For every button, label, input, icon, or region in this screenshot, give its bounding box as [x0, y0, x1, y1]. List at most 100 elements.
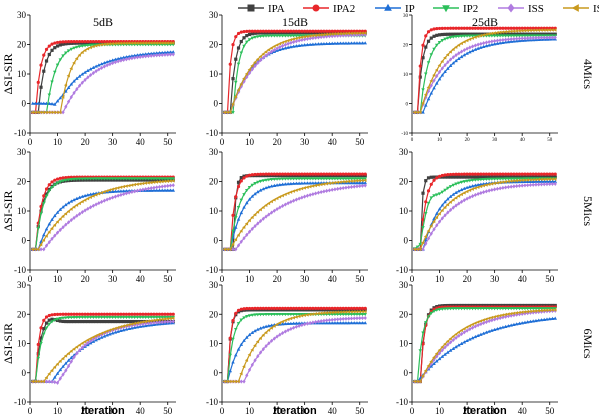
- data-point: [152, 180, 156, 185]
- data-point: [479, 175, 483, 179]
- data-point: [75, 39, 79, 44]
- data-point: [534, 182, 538, 187]
- data-point: [305, 42, 310, 47]
- series-ipa2: [413, 172, 557, 251]
- data-point: [261, 347, 265, 352]
- data-point: [53, 318, 57, 322]
- data-point: [520, 183, 524, 188]
- data-point: [300, 172, 304, 176]
- data-point: [283, 202, 287, 207]
- data-point: [55, 317, 60, 321]
- data-point: [283, 177, 288, 181]
- data-point: [39, 247, 43, 252]
- series-line: [414, 304, 556, 383]
- legend-marker: [442, 5, 450, 13]
- data-point: [99, 190, 103, 195]
- data-point: [278, 47, 282, 51]
- data-point: [121, 55, 126, 59]
- data-point: [517, 36, 522, 41]
- data-point: [437, 26, 442, 31]
- series-line: [414, 176, 556, 250]
- data-point: [75, 351, 79, 356]
- data-point: [457, 307, 461, 311]
- data-point: [294, 197, 298, 202]
- data-point: [168, 183, 173, 188]
- data-point: [547, 308, 552, 312]
- data-point: [473, 324, 477, 329]
- data-point: [157, 180, 161, 184]
- data-point: [108, 332, 112, 336]
- data-point: [258, 29, 263, 33]
- data-point: [141, 177, 145, 181]
- data-point: [58, 367, 63, 372]
- data-point: [462, 180, 467, 184]
- data-point: [247, 67, 251, 72]
- data-point: [289, 177, 293, 181]
- legend-marker: [384, 3, 392, 11]
- data-point: [163, 312, 167, 316]
- data-point: [258, 188, 263, 192]
- data-point: [349, 184, 354, 190]
- data-point: [30, 101, 35, 105]
- data-point: [446, 350, 450, 354]
- data-point: [484, 307, 489, 311]
- data-point: [258, 179, 263, 184]
- data-point: [349, 306, 354, 310]
- data-point: [163, 177, 167, 181]
- data-point: [69, 319, 73, 324]
- data-point: [465, 307, 469, 311]
- series-ip: [412, 179, 558, 251]
- data-point: [445, 52, 450, 57]
- data-point: [275, 43, 279, 47]
- data-point: [553, 28, 557, 32]
- data-point: [127, 326, 131, 331]
- data-point: [44, 59, 49, 63]
- data-point: [363, 309, 367, 314]
- y-tick-label: 30: [17, 10, 27, 20]
- data-point: [69, 82, 74, 86]
- data-point: [515, 175, 519, 179]
- row-label: 4Mics: [581, 59, 595, 89]
- data-point: [280, 177, 285, 181]
- data-point: [163, 50, 167, 54]
- data-point: [492, 315, 496, 319]
- data-point: [119, 192, 123, 197]
- data-point: [319, 311, 323, 316]
- data-point: [110, 41, 114, 46]
- data-point: [75, 196, 79, 200]
- data-point: [108, 62, 112, 67]
- data-point: [434, 351, 439, 356]
- data-point: [470, 336, 475, 340]
- x-tick-label: 50: [163, 137, 173, 147]
- data-point: [157, 177, 162, 181]
- data-point: [119, 315, 123, 320]
- data-point: [338, 41, 343, 45]
- data-point: [278, 34, 282, 38]
- data-point: [344, 172, 348, 176]
- data-point: [327, 317, 332, 323]
- data-point: [33, 101, 38, 105]
- data-point: [490, 318, 494, 323]
- data-point: [261, 333, 265, 337]
- data-point: [440, 203, 445, 207]
- data-point: [308, 34, 312, 38]
- data-point: [72, 197, 76, 202]
- data-point: [432, 27, 436, 31]
- x-tick-label: 30: [492, 138, 498, 143]
- data-point: [443, 56, 447, 60]
- data-point: [245, 40, 249, 44]
- data-point: [64, 316, 68, 320]
- data-point: [278, 45, 282, 50]
- x-tick-label: 40: [328, 406, 338, 416]
- data-point: [344, 31, 348, 36]
- data-point: [239, 176, 243, 180]
- data-point: [110, 58, 115, 62]
- data-point: [517, 307, 522, 311]
- data-point: [446, 175, 450, 179]
- data-point: [289, 312, 293, 317]
- y-tick-label: 30: [399, 280, 409, 290]
- data-point: [127, 312, 131, 316]
- data-point: [346, 179, 350, 184]
- y-tick-label: -10: [206, 128, 218, 138]
